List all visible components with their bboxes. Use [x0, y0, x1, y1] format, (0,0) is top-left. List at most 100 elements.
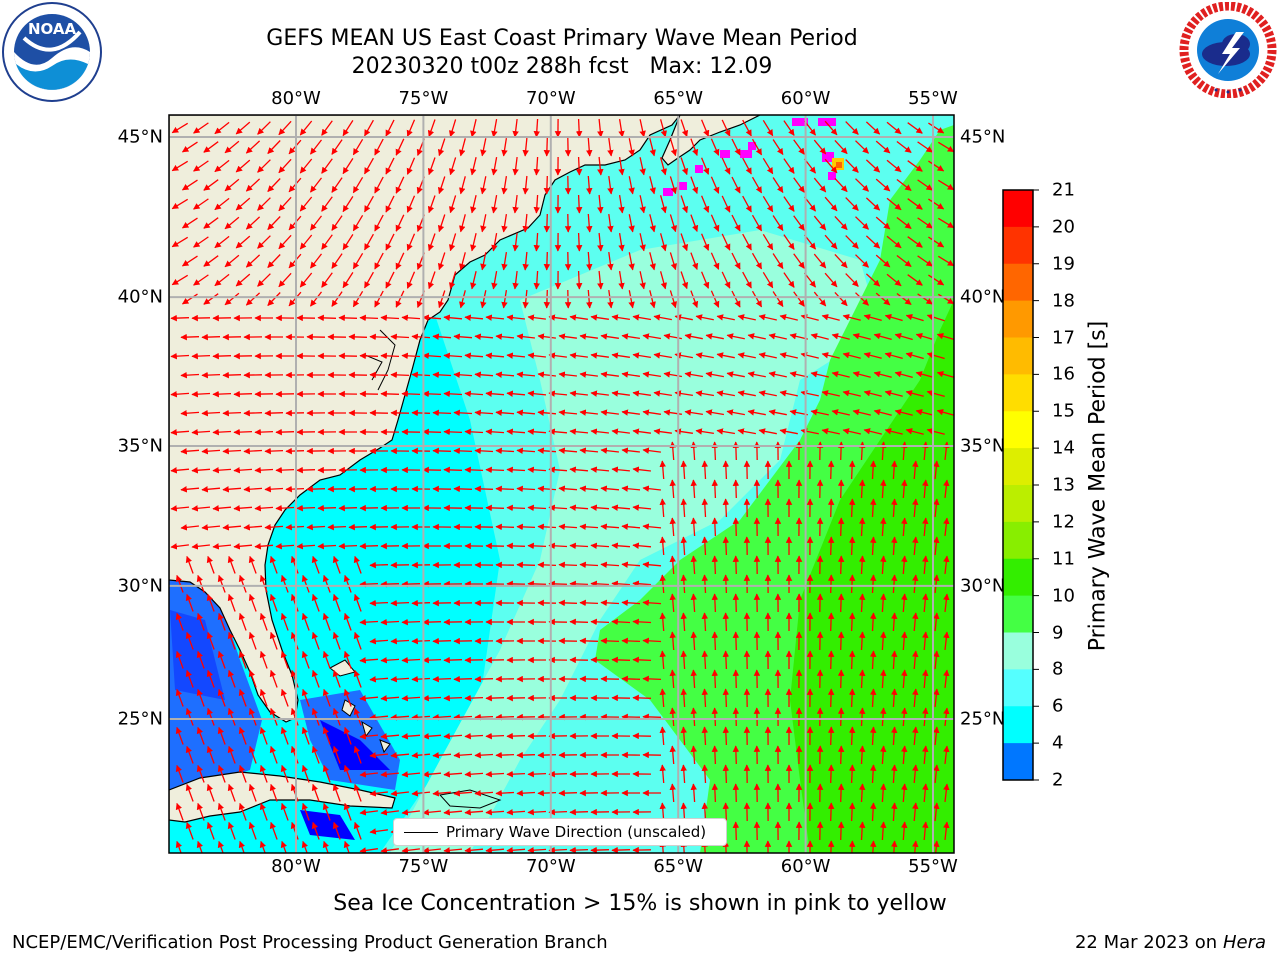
wave-arrow	[690, 214, 699, 233]
wave-arrow	[422, 656, 442, 664]
wave-arrow	[700, 119, 710, 137]
wave-arrow	[933, 460, 940, 480]
wave-arrow	[364, 157, 374, 175]
wave-arrow	[737, 428, 757, 435]
wave-arrow	[264, 409, 284, 417]
wave-arrow	[716, 352, 735, 359]
legend-label: Primary Wave Direction (unscaled)	[446, 823, 707, 841]
wave-arrow	[618, 232, 625, 252]
wave-arrow	[586, 175, 593, 195]
wave-arrow	[933, 726, 940, 746]
wave-arrow	[659, 119, 667, 138]
wave-arrow	[522, 175, 529, 195]
wave-arrow	[170, 543, 189, 550]
wave-arrow	[779, 390, 798, 397]
wave-arrow	[928, 160, 945, 172]
wave-arrow	[722, 536, 730, 556]
wave-arrow	[259, 726, 268, 745]
wave-arrow	[831, 409, 850, 416]
wave-arrow	[824, 272, 838, 288]
wave-arrow	[813, 177, 827, 193]
wave-arrow	[322, 574, 331, 593]
wave-arrow	[600, 371, 619, 378]
wave-arrow	[201, 409, 221, 417]
wave-arrow	[922, 555, 929, 575]
wave-arrow	[558, 523, 578, 531]
wave-arrow	[926, 352, 945, 360]
wave-arrow	[779, 428, 798, 435]
wave-arrow	[306, 485, 326, 493]
wave-arrow	[834, 215, 848, 231]
wave-arrow	[837, 555, 845, 575]
wave-arrow	[855, 254, 869, 268]
wave-arrow	[810, 333, 829, 340]
wave-arrow	[886, 159, 902, 173]
wave-arrow	[762, 195, 774, 213]
wave-arrow	[257, 159, 271, 173]
wave-arrow	[649, 176, 656, 195]
wave-arrow	[516, 447, 536, 455]
wave-arrow	[196, 574, 205, 593]
wave-arrow	[248, 593, 257, 612]
wave-arrow	[751, 138, 763, 156]
wave-arrow	[912, 650, 919, 670]
wave-arrow	[886, 235, 902, 249]
wave-arrow	[243, 524, 263, 531]
wave-arrow	[690, 707, 698, 727]
wave-arrow	[301, 650, 310, 669]
wave-arrow	[353, 631, 362, 650]
wave-arrow	[762, 119, 774, 137]
wave-arrow	[437, 138, 446, 157]
wave-arrow	[936, 332, 954, 341]
wave-arrow	[721, 233, 731, 251]
wave-arrow	[569, 580, 589, 588]
wave-arrow	[309, 139, 323, 155]
wave-arrow	[845, 159, 859, 173]
wave-arrow	[700, 195, 710, 213]
wave-arrow	[343, 650, 352, 669]
colorbar-segment	[1003, 485, 1033, 523]
wave-arrow	[937, 141, 954, 153]
wave-arrow	[912, 498, 919, 518]
wave-arrow	[721, 119, 731, 137]
wave-arrow	[453, 333, 473, 340]
wave-arrow	[311, 745, 320, 764]
noaa-logo-text: NOAA	[28, 20, 77, 38]
wave-arrow	[915, 371, 934, 379]
wave-arrow	[762, 157, 774, 175]
wave-arrow	[522, 289, 529, 309]
wave-arrow	[280, 650, 289, 669]
wave-arrow	[369, 599, 389, 607]
wave-arrow	[501, 289, 508, 309]
wave-arrow	[824, 196, 838, 212]
wave-arrow	[267, 140, 281, 154]
wave-arrow	[824, 158, 838, 174]
wave-arrow	[245, 178, 261, 192]
wave-arrow	[869, 574, 877, 594]
wave-arrow	[937, 293, 954, 305]
colorbar-segment	[1003, 190, 1033, 228]
wave-arrow	[480, 252, 487, 271]
wave-arrow	[827, 536, 835, 556]
wave-arrow	[227, 593, 236, 612]
wave-arrow	[642, 409, 661, 416]
lon-tick-label: 75°W	[398, 856, 449, 877]
colorbar-tick-label: 9	[1052, 622, 1064, 643]
wave-arrow	[621, 409, 640, 416]
wave-arrow	[848, 460, 856, 480]
wave-arrow	[259, 688, 268, 707]
wave-arrow	[235, 121, 251, 135]
wave-arrow	[217, 688, 226, 707]
wave-arrow	[690, 176, 699, 195]
wave-arrow	[800, 428, 819, 435]
wave-arrow	[586, 137, 593, 157]
wave-arrow	[912, 536, 919, 556]
wave-arrow	[437, 290, 446, 309]
wave-arrow	[621, 333, 641, 340]
wave-arrow	[332, 669, 341, 688]
lat-tick-label: 45°N	[117, 126, 163, 148]
wave-arrow	[837, 441, 845, 461]
wave-arrow	[238, 688, 247, 707]
wave-arrow	[491, 118, 498, 138]
wave-arrow	[485, 770, 505, 778]
